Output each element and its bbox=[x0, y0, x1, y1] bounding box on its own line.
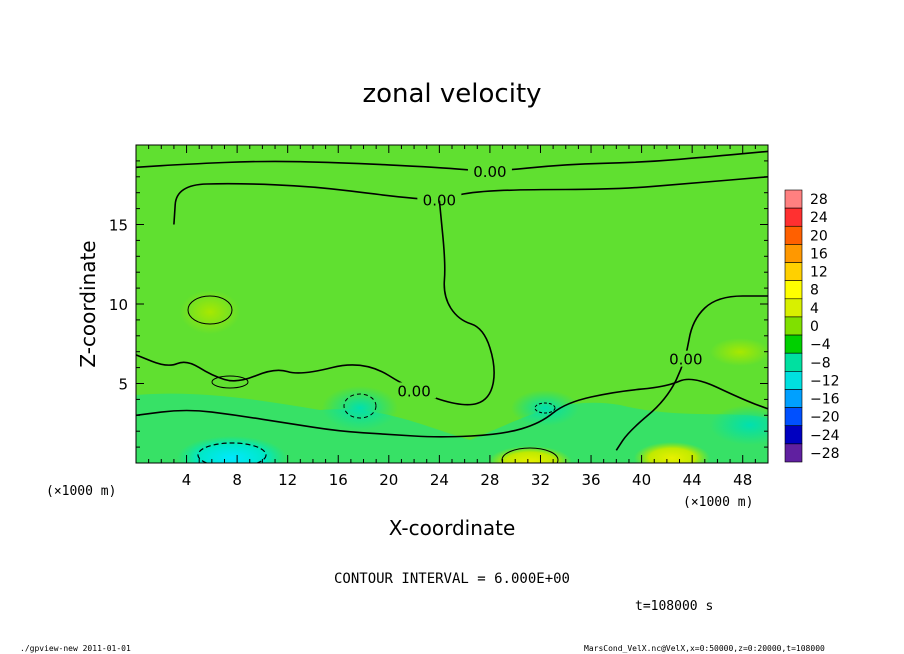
colorbar-swatch bbox=[784, 298, 803, 318]
contour-label-bg bbox=[467, 163, 512, 180]
colorbar: 28 24 20 16 12 8 4 0 −4 −8 −12 −16 −20 −24 −28 bbox=[784, 189, 840, 463]
x-tick-label: 36 bbox=[581, 471, 600, 489]
plot-field: 0.00 0.00 0.00 0.00 bbox=[136, 145, 768, 463]
colorbar-swatch bbox=[784, 316, 803, 336]
time-text: t=108000 s bbox=[635, 599, 713, 614]
colorbar-label: 28 bbox=[810, 192, 828, 208]
y-unit-label: (×1000 m) bbox=[46, 484, 116, 499]
colorbar-swatch bbox=[784, 389, 803, 408]
positive-contour bbox=[187, 295, 233, 325]
colorbar-swatch bbox=[784, 371, 803, 390]
contour-lines: 0.00 0.00 0.00 0.00 bbox=[136, 150, 768, 451]
colorbar-swatch bbox=[784, 225, 803, 245]
y-tick-label: 5 bbox=[118, 376, 128, 394]
colorbar-label: 12 bbox=[810, 265, 828, 281]
positive-contour-2 bbox=[211, 375, 249, 389]
weak-positive-region bbox=[180, 290, 240, 334]
positive-contour-3 bbox=[501, 447, 559, 463]
x-tick-label: 32 bbox=[531, 471, 550, 489]
footer-left: ./gpview-new 2011-01-01 bbox=[20, 644, 131, 653]
colorbar-swatch bbox=[784, 352, 803, 372]
y-axis-title: Z-coordinate bbox=[76, 240, 100, 367]
colorbar-label: −12 bbox=[810, 373, 840, 389]
colorbar-swatch bbox=[784, 280, 803, 300]
colorbar-label: 4 bbox=[810, 301, 819, 317]
colorbar-label: 20 bbox=[810, 228, 828, 244]
colorbar-swatch bbox=[784, 262, 803, 281]
colorbar-label: 16 bbox=[810, 246, 828, 262]
colorbar-label: −16 bbox=[810, 392, 840, 408]
chart-title: zonal velocity bbox=[362, 79, 541, 109]
weak-positive-region-2 bbox=[710, 338, 768, 366]
zero-contour-line bbox=[136, 200, 495, 406]
negative-contour-dashed-2 bbox=[343, 393, 377, 419]
x-axis-title: X-coordinate bbox=[389, 516, 516, 540]
x-tick-label: 24 bbox=[430, 471, 449, 489]
x-tick-label: 48 bbox=[733, 471, 752, 489]
colorbar-swatch bbox=[784, 334, 803, 354]
contour-label: 0.00 bbox=[669, 351, 702, 369]
colorbar-swatch bbox=[784, 207, 803, 227]
x-tick-label: 28 bbox=[480, 471, 499, 489]
contour-label: 0.00 bbox=[473, 163, 506, 181]
contour-label-bg bbox=[392, 382, 437, 399]
colorbar-label: −20 bbox=[810, 410, 840, 426]
colorbar-label: 8 bbox=[810, 283, 819, 299]
positive-maximum-region bbox=[488, 446, 572, 463]
x-tick-label: 20 bbox=[379, 471, 398, 489]
axis-ticks bbox=[136, 145, 768, 463]
contour-interval-text: CONTOUR INTERVAL = 6.000E+00 bbox=[334, 571, 570, 587]
negative-region-2 bbox=[322, 386, 398, 430]
x-tick-label: 44 bbox=[683, 471, 702, 489]
colorbar-swatch bbox=[784, 244, 803, 263]
negative-contour-dashed bbox=[197, 442, 267, 463]
negative-contour-dashed-3 bbox=[534, 402, 556, 414]
x-tick-label: 8 bbox=[232, 471, 242, 489]
x-tick-label: 12 bbox=[278, 471, 297, 489]
colorbar-label: −24 bbox=[810, 428, 840, 444]
colorbar-swatch bbox=[784, 407, 803, 427]
colorbar-label: 24 bbox=[810, 210, 828, 226]
zero-contour-line bbox=[615, 295, 768, 451]
contour-label: 0.00 bbox=[423, 192, 456, 210]
zero-contour-line bbox=[136, 150, 768, 172]
y-tick-label: 15 bbox=[109, 217, 128, 235]
colorbar-label: −28 bbox=[810, 446, 840, 462]
negative-region-4 bbox=[710, 405, 768, 445]
x-tick-label: 4 bbox=[182, 471, 192, 489]
x-unit-label: (×1000 m) bbox=[683, 495, 753, 510]
contour-label-bg bbox=[663, 350, 708, 367]
negative-band bbox=[136, 393, 768, 463]
colorbar-label: −8 bbox=[810, 355, 831, 371]
contour-label: 0.00 bbox=[397, 382, 430, 400]
y-tick-label: 10 bbox=[109, 296, 128, 314]
negative-region-3 bbox=[511, 390, 579, 426]
zero-contour-line bbox=[173, 176, 768, 225]
colorbar-label: 0 bbox=[810, 319, 819, 335]
positive-maximum-region-2 bbox=[634, 442, 710, 463]
contour-label-bg bbox=[417, 191, 462, 208]
x-tick-label: 40 bbox=[632, 471, 651, 489]
x-tick-label: 16 bbox=[329, 471, 348, 489]
colorbar-label: −4 bbox=[810, 337, 831, 353]
colorbar-swatch bbox=[784, 425, 803, 445]
colorbar-swatch bbox=[784, 443, 803, 463]
footer-right: MarsCond_VelX.nc@VelX,x=0:50000,z=0:2000… bbox=[584, 644, 825, 653]
colorbar-swatch bbox=[784, 189, 803, 209]
negative-minimum-region bbox=[177, 436, 287, 463]
